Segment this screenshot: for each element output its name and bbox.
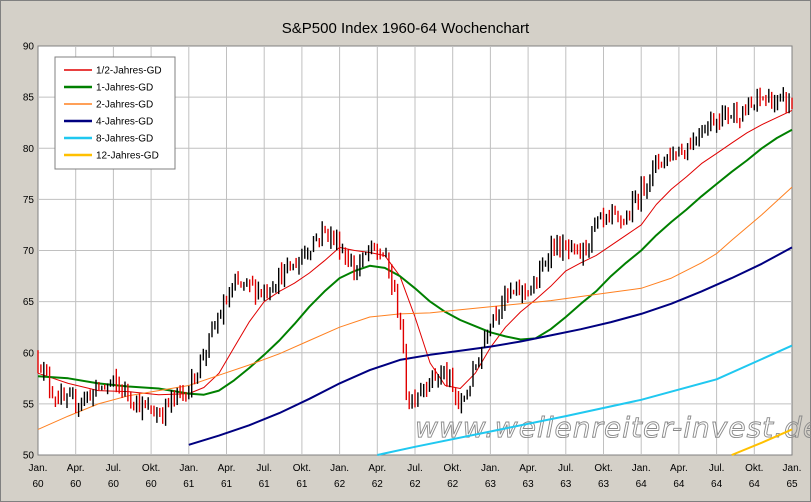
x-tick-month: Jan. [179,463,198,474]
x-tick-year: 62 [447,479,459,490]
x-tick-year: 61 [183,479,195,490]
y-tick-label: 65 [23,297,35,308]
legend: 1/2-Jahres-GD 1-Jahres-GD 2-Jahres-GD 4-Jah… [54,56,176,170]
x-tick-year: 60 [70,479,82,490]
x-tick-year: 63 [523,479,535,490]
series-layer [37,109,793,456]
x-tick-month: Apr. [67,463,85,474]
y-tick-label: 70 [23,246,35,257]
x-tick-month: Jan. [29,463,48,474]
x-tick-month: Jul. [106,463,122,474]
x-tick-year: 63 [598,479,610,490]
legend-label: 8-Jahres-GD [96,134,153,145]
legend-label: 1/2-Jahres-GD [96,66,162,77]
y-tick-label: 85 [23,93,35,104]
series-line [37,186,793,430]
x-tick-month: Jul. [256,463,272,474]
x-tick-year: 64 [673,479,685,490]
x-tick-month: Jan. [632,463,651,474]
x-tick-month: Okt. [594,463,612,474]
series-line [188,246,793,446]
legend-label: 12-Jahres-GD [96,151,159,162]
x-tick-year: 64 [636,479,648,490]
x-tick-month: Jul. [407,463,423,474]
x-tick-year: 61 [296,479,308,490]
legend-label: 2-Jahres-GD [96,100,153,111]
x-tick-year: 61 [259,479,271,490]
x-tick-month: Okt. [444,463,462,474]
legend-box [54,56,176,170]
x-tick-month: Jan. [481,463,500,474]
x-axis: Jan. 60 Apr. 60 Jul. 60 Okt. 60 Jan. 61 Apr. 61 Jul.… [29,463,802,490]
watermark-text: www.wellenreiter-invest.de [415,411,811,444]
x-tick-month: Apr. [670,463,688,474]
x-tick-month: Apr. [519,463,537,474]
x-tick-year: 61 [221,479,233,490]
x-tick-year: 63 [485,479,497,490]
x-tick-month: Apr. [368,463,386,474]
series-line [37,128,793,396]
x-tick-month: Okt. [293,463,311,474]
x-tick-year: 60 [146,479,158,490]
x-tick-year: 62 [372,479,384,490]
x-tick-year: 63 [560,479,572,490]
x-tick-year: 60 [32,479,44,490]
x-tick-year: 64 [749,479,761,490]
chart-title: S&P500 Index 1960-64 Wochenchart [281,20,530,37]
x-tick-month: Jul. [709,463,725,474]
series-line [377,344,793,456]
legend-label: 1-Jahres-GD [96,83,153,94]
x-tick-month: Okt. [142,463,160,474]
x-tick-month: Jan. [783,463,802,474]
y-tick-label: 60 [23,348,35,359]
x-tick-month: Jan. [330,463,349,474]
x-tick-year: 62 [334,479,346,490]
x-tick-year: 60 [108,479,120,490]
x-tick-year: 62 [409,479,421,490]
x-tick-year: 65 [786,479,798,490]
y-tick-label: 80 [23,144,35,155]
y-axis: 50 55 60 65 70 75 80 85 90 [23,42,35,462]
series-line [731,428,793,456]
price-bars [37,87,793,426]
y-tick-label: 55 [23,399,35,410]
x-tick-year: 64 [711,479,723,490]
x-tick-month: Apr. [218,463,236,474]
y-tick-label: 75 [23,195,35,206]
legend-label: 4-Jahres-GD [96,117,153,128]
y-tick-label: 90 [23,42,35,53]
x-tick-month: Jul. [558,463,574,474]
x-tick-month: Okt. [745,463,763,474]
y-tick-label: 50 [23,451,35,462]
